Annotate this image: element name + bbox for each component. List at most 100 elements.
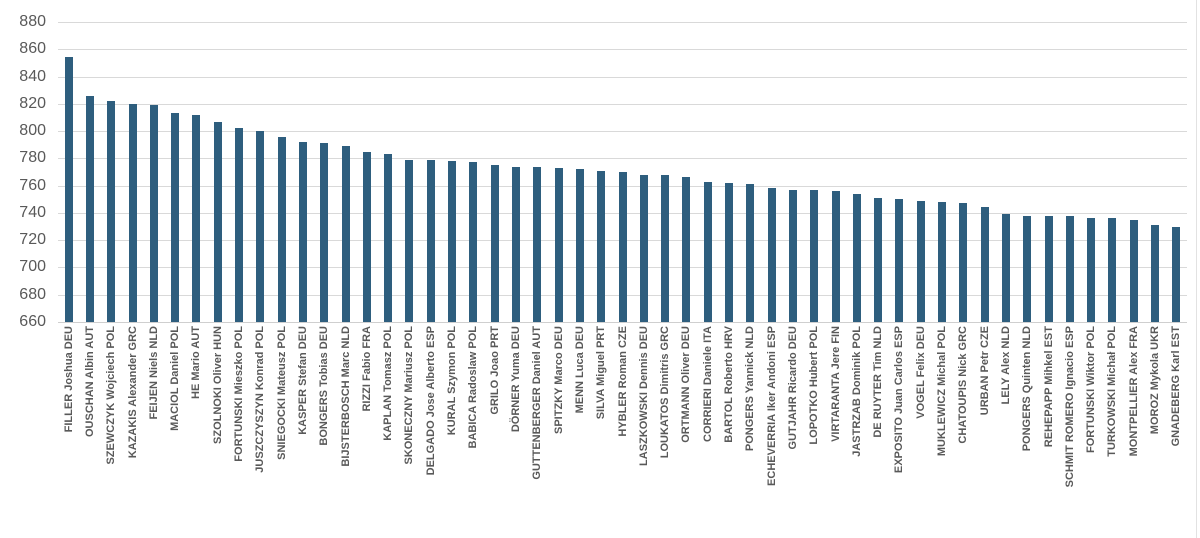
bar-49 <box>1087 218 1096 322</box>
bar-7 <box>192 114 201 322</box>
x-tick-label-53: GNADEBERG Karl EST <box>1170 326 1183 447</box>
x-tick-label-2: OUSCHAN Albin AUT <box>83 326 96 438</box>
x-tick-label-23: GUTTENBERGER Daniel AUT <box>531 326 544 480</box>
bar-29 <box>661 174 670 322</box>
x-tick-label-4: KAZAKIS Alexander GRC <box>126 326 139 459</box>
bar-4 <box>128 103 137 322</box>
bar-5 <box>149 105 158 322</box>
x-tick-label-40: EXPOSITO Juan Carlos ESP <box>893 326 906 474</box>
bar-53 <box>1172 226 1181 322</box>
bar-8 <box>213 121 222 322</box>
y-tick-label-860: 860 <box>19 40 46 58</box>
bar-27 <box>618 172 627 322</box>
bar-37 <box>831 191 840 322</box>
x-tick-label-17: SKONECZNY Mariusz POL <box>403 326 416 465</box>
bar-48 <box>1065 215 1074 322</box>
y-tick-label-720: 720 <box>19 231 46 249</box>
gridline-880 <box>58 22 1187 23</box>
x-tick-label-36: LOPOTKO Hubert POL <box>808 326 821 445</box>
x-tick-label-28: LASZKOWSKI Dennis DEU <box>637 326 650 466</box>
bar-21 <box>490 165 499 322</box>
x-tick-label-15: RIZZI Fabio FRA <box>360 326 373 412</box>
bar-19 <box>448 161 457 322</box>
bar-15 <box>362 151 371 322</box>
bar-41 <box>916 200 925 322</box>
x-axis-line <box>58 322 1187 323</box>
bar-39 <box>874 197 883 322</box>
x-tick-label-8: SZOLNOKI Oliver HUN <box>211 326 224 444</box>
x-tick-label-31: CORRIERI Daniele ITA <box>701 326 714 442</box>
y-tick-label-700: 700 <box>19 258 46 276</box>
bar-2 <box>85 95 94 322</box>
x-tick-label-18: DELGADO Jose Alberto ESP <box>424 326 437 476</box>
x-tick-label-7: HE Mario AUT <box>190 326 203 399</box>
gridline-800 <box>58 131 1187 133</box>
x-tick-label-34: ECHEVERRIA Iker Andoni ESP <box>765 326 778 486</box>
bar-12 <box>298 142 307 322</box>
bar-50 <box>1108 218 1117 322</box>
x-tick-label-49: FORTUNSKI Wiktor POL <box>1085 326 1098 454</box>
x-tick-label-24: SPITZKY Marco DEU <box>552 326 565 434</box>
bar-22 <box>511 166 520 322</box>
x-tick-label-33: PONGERS Yannick NLD <box>744 326 757 452</box>
x-tick-label-6: MACIOL Daniel POL <box>169 326 182 431</box>
x-tick-label-39: DE RUYTER Tim NLD <box>872 326 885 438</box>
bar-43 <box>959 203 968 322</box>
bar-20 <box>469 162 478 322</box>
x-tick-label-10: JUSZCZYSZYN Konrad POL <box>254 326 267 473</box>
y-tick-label-780: 780 <box>19 149 46 167</box>
bar-16 <box>384 154 393 322</box>
bar-14 <box>341 146 350 322</box>
x-axis-labels: FILLER Joshua DEU OUSCHAN Albin AUT SZEWCZ… <box>58 326 1187 538</box>
x-tick-label-32: BARTOL Roberto HRV <box>723 326 735 443</box>
x-tick-label-26: SILVA Miguel PRT <box>595 326 608 420</box>
x-tick-label-52: MOROZ Mykola UKR <box>1149 326 1162 435</box>
x-tick-label-45: LELY Alex NLD <box>999 326 1012 405</box>
y-tick-label-660: 660 <box>19 313 46 330</box>
x-tick-label-50: TURKOWSKI Michał POL <box>1106 326 1119 457</box>
x-tick-label-38: JASTRZAB Dominik POL <box>850 326 863 457</box>
x-tick-label-47: REHEPAPP Mihkel EST <box>1042 326 1055 448</box>
bar-9 <box>235 128 244 322</box>
x-tick-label-21: GRILO Joao PRT <box>488 326 501 415</box>
bar-36 <box>810 189 819 322</box>
x-tick-label-25: MENN Luca DEU <box>573 326 586 414</box>
bar-42 <box>938 202 947 322</box>
bar-6 <box>171 113 180 322</box>
bar-30 <box>682 177 691 322</box>
x-tick-label-51: MONTPELLIER Alex FRA <box>1127 326 1140 457</box>
y-tick-label-820: 820 <box>19 94 46 112</box>
x-tick-label-27: HYBLER Roman CZE <box>616 326 629 437</box>
bar-3 <box>107 101 116 322</box>
chart-right-border <box>1196 0 1197 538</box>
x-tick-label-14: BIJSTERBOSCH Marc NLD <box>339 326 352 467</box>
x-tick-label-30: ORTMANN Oliver DEU <box>680 326 693 443</box>
y-tick-label-680: 680 <box>19 285 46 303</box>
y-tick-label-800: 800 <box>19 122 46 140</box>
x-tick-label-1: FILLER Joshua DEU <box>62 326 75 433</box>
bar-45 <box>1001 214 1010 322</box>
x-tick-label-44: URBAN Petr CZE <box>978 326 991 416</box>
bar-13 <box>320 143 329 322</box>
bar-11 <box>277 136 286 322</box>
x-tick-label-37: VIRTARANTA Jere FIN <box>829 326 842 442</box>
y-tick-label-880: 880 <box>19 13 46 30</box>
x-tick-label-9: FORTUNSKI Mieszko POL <box>233 326 246 462</box>
x-tick-label-20: BABICA Radoslaw POL <box>467 326 480 449</box>
bar-10 <box>256 131 265 322</box>
gridline-860 <box>58 49 1187 51</box>
bar-17 <box>405 159 414 322</box>
x-tick-label-11: SNIEGOCKI Mateusz POL <box>275 326 288 460</box>
gridline-840 <box>58 76 1187 78</box>
x-tick-label-12: KASPER Stefan DEU <box>296 326 309 435</box>
bar-28 <box>639 174 648 322</box>
y-tick-label-840: 840 <box>19 67 46 85</box>
y-tick-label-740: 740 <box>19 203 46 221</box>
x-tick-label-29: LOUKATOS Dimitris GRC <box>659 326 672 459</box>
x-tick-label-16: KAPLAN Tomasz POL <box>382 326 395 441</box>
x-tick-label-22: DÖRNER Yuma DEU <box>509 326 522 433</box>
x-tick-label-13: BONGERS Tobias DEU <box>318 326 331 446</box>
gridline-820 <box>58 103 1187 105</box>
bar-33 <box>746 184 755 322</box>
